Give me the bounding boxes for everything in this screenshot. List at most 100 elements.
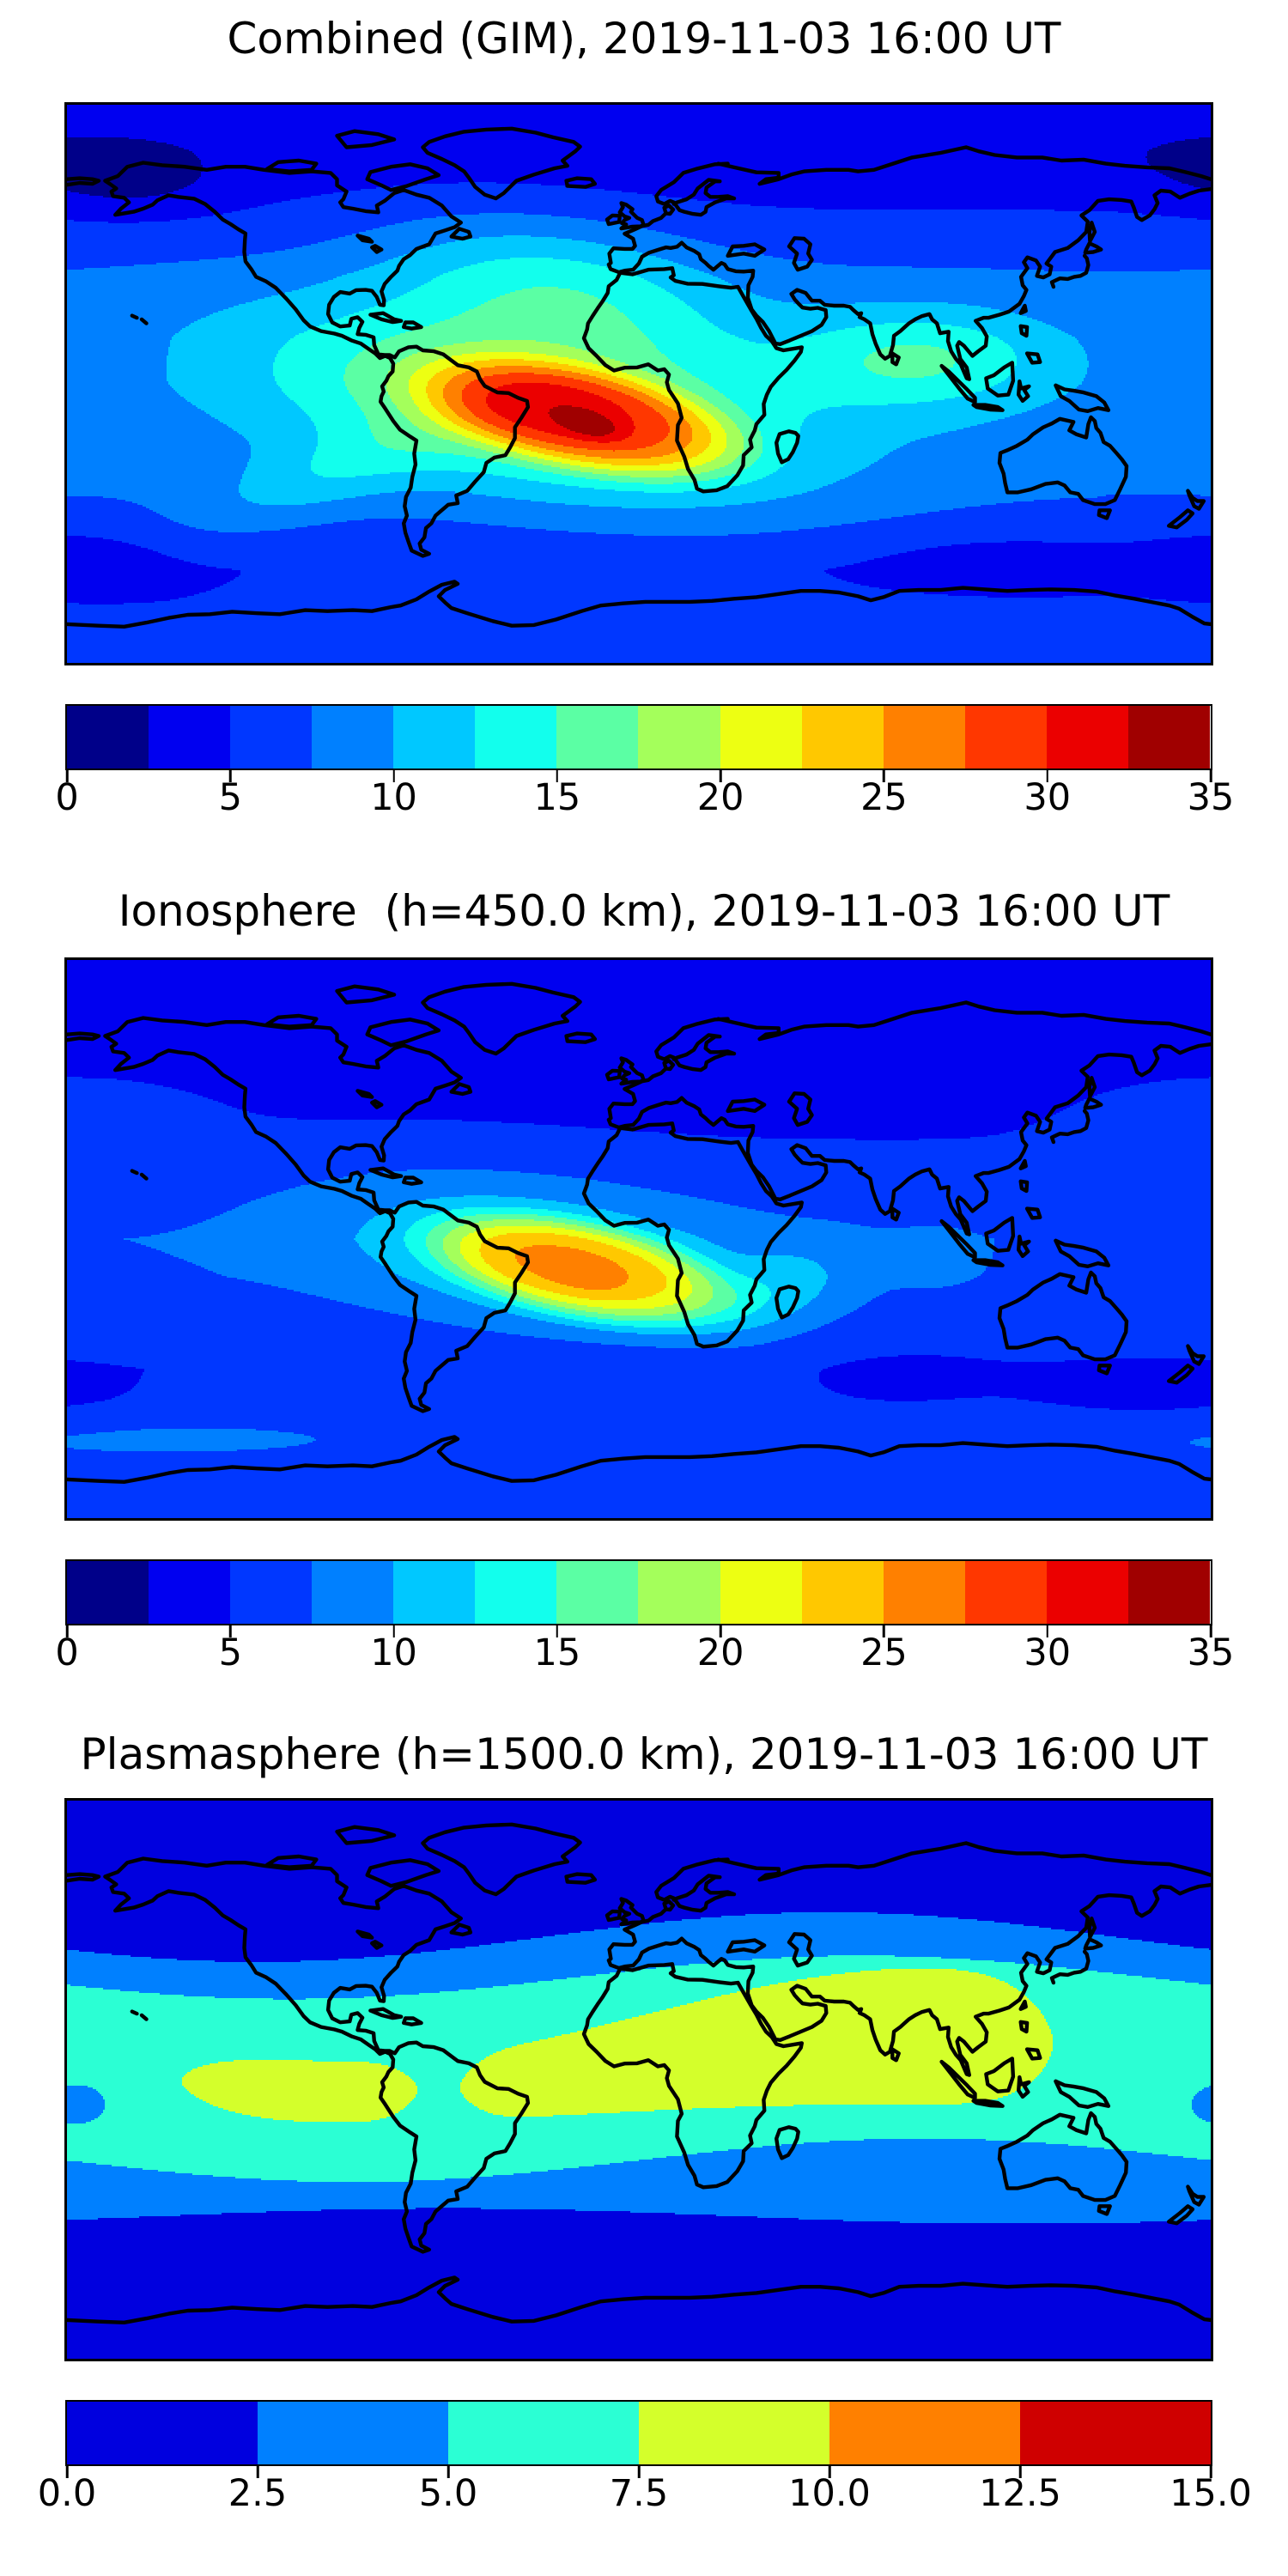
coastline-path [335, 129, 397, 149]
colorbar-tick-mark [1209, 2464, 1212, 2478]
coastline-path [365, 1018, 441, 1048]
colorbar-segment [1047, 706, 1129, 769]
coastline-path [264, 158, 319, 173]
colorbar-tick-mark [828, 2464, 831, 2478]
colorbar-segment [801, 1561, 884, 1624]
coastline-path [984, 2057, 1016, 2093]
coastline-path [1186, 489, 1206, 511]
colorbar-tick-label: 10 [370, 776, 417, 819]
colorbar-segment [66, 1561, 149, 1624]
coastline-path [564, 1872, 598, 1885]
colorbar-segment [1128, 1561, 1211, 1624]
coastline-path [890, 351, 901, 367]
coastline-path [605, 1909, 622, 1923]
colorbar-tick-mark [447, 2464, 450, 2478]
coastline-path [370, 1940, 384, 1950]
colorbar-tick-mark [392, 769, 395, 782]
colorbar-segment [148, 706, 230, 769]
coastline-path [1097, 1364, 1112, 1376]
colorbar-tick-mark [392, 1624, 395, 1637]
colorbar-tick-mark [256, 2464, 259, 2478]
colorbar-labels-combined: 0 5 10 15 20 25 30 35 [55, 775, 1234, 827]
colorbar-ionosphere [64, 1559, 1212, 1625]
colorbar-segment [965, 706, 1048, 769]
colorbar-segment [229, 706, 312, 769]
coastline-path [606, 1882, 1211, 2077]
panel-title-combined: Combined (GIM), 2019-11-03 16:00 UT [227, 14, 1061, 64]
coastline-path [1083, 1097, 1103, 1110]
colorbar-segment [393, 1561, 476, 1624]
colorbar-segment [66, 2402, 258, 2464]
colorbar-segment [883, 706, 966, 769]
coastline-path [1018, 324, 1030, 338]
coastline-path [1054, 383, 1111, 413]
coastline-path [103, 161, 531, 558]
coastline-path [984, 1216, 1016, 1253]
colorbar-tick-mark [1209, 1624, 1212, 1637]
coastline-path [264, 1013, 319, 1029]
colorbar-tick-mark [719, 1624, 722, 1637]
coastline-path [984, 361, 1016, 398]
coastline-path [939, 363, 977, 404]
coastline-path [997, 1270, 1129, 1362]
coastline-path [370, 1099, 384, 1109]
coastline-path [67, 1031, 101, 1042]
colorbar-tick-mark [1018, 2464, 1022, 2478]
coastline-path [139, 2013, 149, 2021]
coastline-path [370, 244, 384, 254]
colorbar-tick-label: 15 [533, 1631, 581, 1674]
coastline-path [971, 1258, 1005, 1267]
coastline-path [449, 1082, 473, 1097]
coastline-path [716, 1841, 1211, 1882]
coastline-path [605, 1068, 622, 1082]
coastline-path [564, 176, 598, 189]
colorbar-tick-label: 2.5 [228, 2472, 288, 2515]
coastline-path [1166, 1364, 1195, 1385]
coastline-path [581, 1121, 804, 1349]
coastline-path [787, 1932, 814, 1968]
coastline-path [1186, 1344, 1206, 1366]
coastline-path [1049, 1109, 1091, 1145]
colorbar-tick-label: 15.0 [1170, 2472, 1252, 2515]
colorbar-segment [638, 1561, 720, 1624]
coastline-path [971, 403, 1005, 412]
coastline-path [726, 1097, 767, 1114]
coastline-path [1097, 2204, 1112, 2216]
coastline-path [355, 1929, 374, 1940]
coastline-path [67, 1872, 101, 1883]
colorbar-tick-label: 0 [55, 1631, 79, 1674]
coastline-path [103, 1016, 531, 1413]
coastline-path [1018, 1999, 1028, 2011]
coastline-path [130, 1169, 139, 1176]
colorbar-segment [965, 1561, 1048, 1624]
coastline-path [365, 1858, 441, 1888]
map-ionosphere [64, 957, 1213, 1521]
coastline-path [1018, 1179, 1030, 1194]
colorbar-ticks-ionosphere [65, 1624, 1212, 1638]
colorbar-segment [638, 706, 720, 769]
coastline-path [775, 429, 800, 465]
coastline-path [890, 1206, 901, 1222]
coastline-path [939, 2059, 977, 2100]
coastline-path [355, 234, 374, 244]
colorbar-ticks-combined [65, 769, 1212, 783]
coastline-path [1054, 1238, 1111, 1268]
colorbar-combined [64, 704, 1212, 770]
coastline-path [1049, 253, 1091, 289]
colorbar-tick-mark [1046, 769, 1048, 782]
coastline-path [716, 1000, 1211, 1042]
coastline-path [617, 1056, 646, 1086]
colorbar-segment [148, 1561, 230, 1624]
coastline-path [1166, 508, 1195, 530]
colorbar-tick-label: 30 [1024, 1631, 1072, 1674]
colorbar-segment [311, 1561, 394, 1624]
coastline-path [67, 580, 1211, 629]
colorbar-tick-mark [229, 1624, 232, 1637]
coastline-path [726, 242, 767, 258]
coastline-path [449, 227, 473, 241]
colorbar-segment [393, 706, 476, 769]
colorbar-tick-label: 0 [55, 776, 79, 819]
coastline-path [67, 1435, 1211, 1484]
colorbar-tick-label: 30 [1024, 776, 1072, 819]
coastline-path [335, 984, 397, 1005]
